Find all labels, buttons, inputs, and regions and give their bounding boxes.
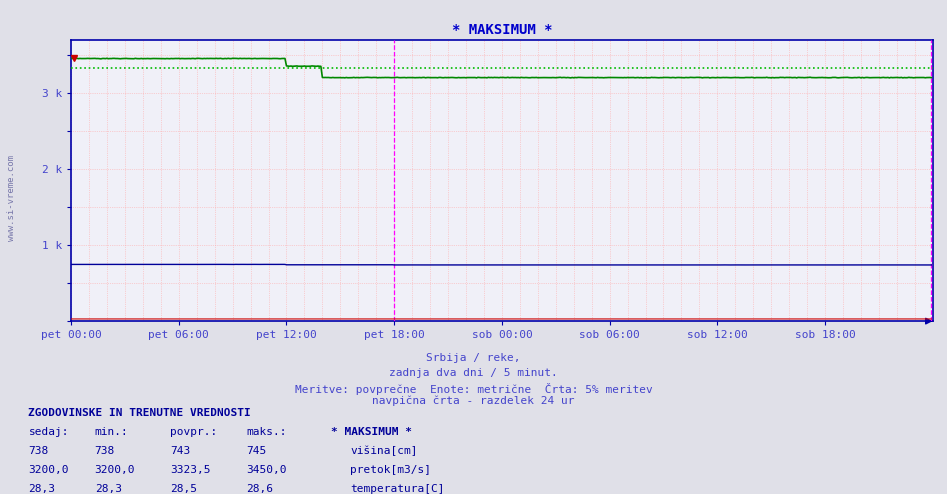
Text: 28,6: 28,6: [246, 484, 274, 494]
Text: 738: 738: [28, 446, 48, 456]
Text: navpična črta - razdelek 24 ur: navpična črta - razdelek 24 ur: [372, 395, 575, 406]
Text: 28,3: 28,3: [28, 484, 56, 494]
Text: povpr.:: povpr.:: [170, 427, 218, 437]
Text: 743: 743: [170, 446, 190, 456]
Text: 3450,0: 3450,0: [246, 465, 287, 475]
Text: * MAKSIMUM *: * MAKSIMUM *: [331, 427, 413, 437]
Text: ZGODOVINSKE IN TRENUTNE VREDNOSTI: ZGODOVINSKE IN TRENUTNE VREDNOSTI: [28, 408, 251, 417]
Text: Srbija / reke,: Srbija / reke,: [426, 353, 521, 363]
Text: pretok[m3/s]: pretok[m3/s]: [350, 465, 432, 475]
Text: maks.:: maks.:: [246, 427, 287, 437]
Text: 28,5: 28,5: [170, 484, 198, 494]
Text: 28,3: 28,3: [95, 484, 122, 494]
Text: zadnja dva dni / 5 minut.: zadnja dva dni / 5 minut.: [389, 368, 558, 378]
Text: min.:: min.:: [95, 427, 129, 437]
Text: sedaj:: sedaj:: [28, 427, 69, 437]
Text: 3323,5: 3323,5: [170, 465, 211, 475]
Title: * MAKSIMUM *: * MAKSIMUM *: [452, 23, 552, 37]
Text: 738: 738: [95, 446, 115, 456]
Text: 3200,0: 3200,0: [95, 465, 135, 475]
Text: 745: 745: [246, 446, 266, 456]
Text: www.si-vreme.com: www.si-vreme.com: [7, 155, 16, 241]
Text: višina[cm]: višina[cm]: [350, 446, 418, 456]
Text: 3200,0: 3200,0: [28, 465, 69, 475]
Text: temperatura[C]: temperatura[C]: [350, 484, 445, 494]
Text: Meritve: povprečne  Enote: metrične  Črta: 5% meritev: Meritve: povprečne Enote: metrične Črta:…: [295, 383, 652, 395]
